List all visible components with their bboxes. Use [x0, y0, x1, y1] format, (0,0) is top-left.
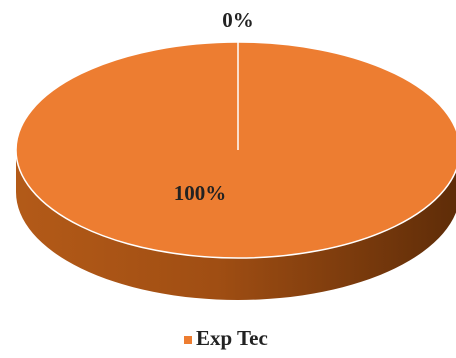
legend-swatch [184, 336, 192, 344]
pie-slice [15, 41, 456, 259]
pie-side [16, 150, 456, 300]
data-label: 100% [174, 181, 227, 205]
legend-label: Exp Tec [196, 326, 268, 350]
data-label: 0% [222, 8, 254, 32]
